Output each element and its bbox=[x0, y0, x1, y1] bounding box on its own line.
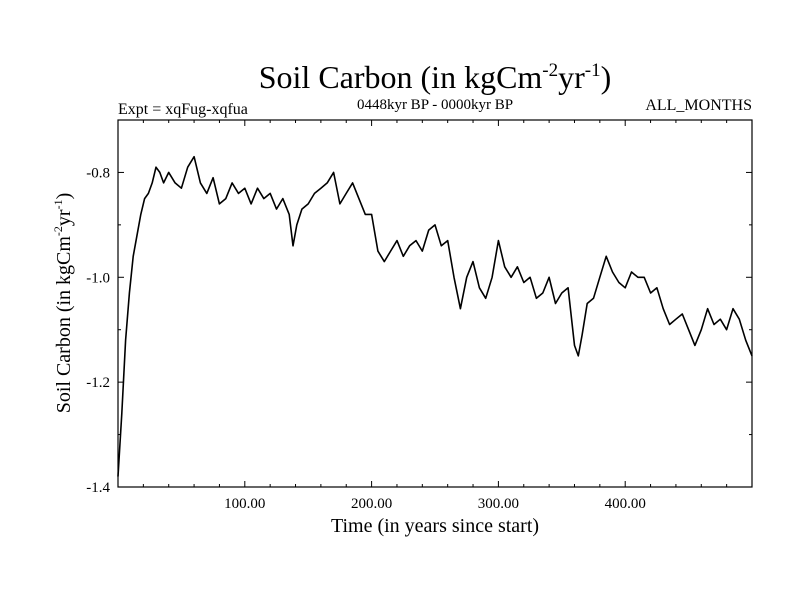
ylabel-exp2: -1 bbox=[51, 199, 65, 209]
plot-frame bbox=[117, 119, 753, 488]
series-line-soil-carbon bbox=[117, 155, 753, 477]
title-mid: yr bbox=[558, 59, 585, 95]
y-tick-label: -0.8 bbox=[86, 165, 110, 181]
experiment-label: Expt = xqFug-xqfua bbox=[118, 101, 248, 118]
ylabel-mid: yr bbox=[53, 209, 75, 226]
y-tick-label: -1.0 bbox=[86, 270, 110, 286]
ylabel-base: Soil Carbon (in kgCm bbox=[53, 236, 75, 414]
y-axis-ticks: -1.4 -1.2 -1.0 -0.8 bbox=[86, 165, 752, 496]
chart-title: Soil Carbon (in kgCm-2yr-1) bbox=[259, 59, 612, 95]
x-axis-label: Time (in years since start) bbox=[331, 515, 539, 537]
ylabel-end: ) bbox=[53, 193, 75, 200]
y-tick-label: -1.2 bbox=[86, 375, 110, 391]
title-exp1: -2 bbox=[542, 60, 558, 81]
x-tick-label: 200.00 bbox=[351, 496, 392, 512]
x-axis-ticks: 100.00 200.00 300.00 400.00 bbox=[142, 120, 728, 512]
ylabel-exp1: -2 bbox=[51, 226, 65, 236]
title-end: ) bbox=[601, 59, 612, 95]
x-tick-label: 300.00 bbox=[478, 496, 519, 512]
months-label: ALL_MONTHS bbox=[645, 97, 752, 114]
time-range-label: 0448kyr BP - 0000kyr BP bbox=[357, 97, 513, 113]
title-exp2: -1 bbox=[585, 60, 601, 81]
y-axis-label: Soil Carbon (in kgCm-2yr-1) bbox=[51, 193, 75, 414]
y-tick-label: -1.4 bbox=[86, 480, 110, 496]
x-tick-label: 400.00 bbox=[605, 496, 646, 512]
series-layer bbox=[117, 155, 753, 477]
x-tick-label: 100.00 bbox=[224, 496, 265, 512]
title-base: Soil Carbon (in kgCm bbox=[259, 59, 543, 95]
